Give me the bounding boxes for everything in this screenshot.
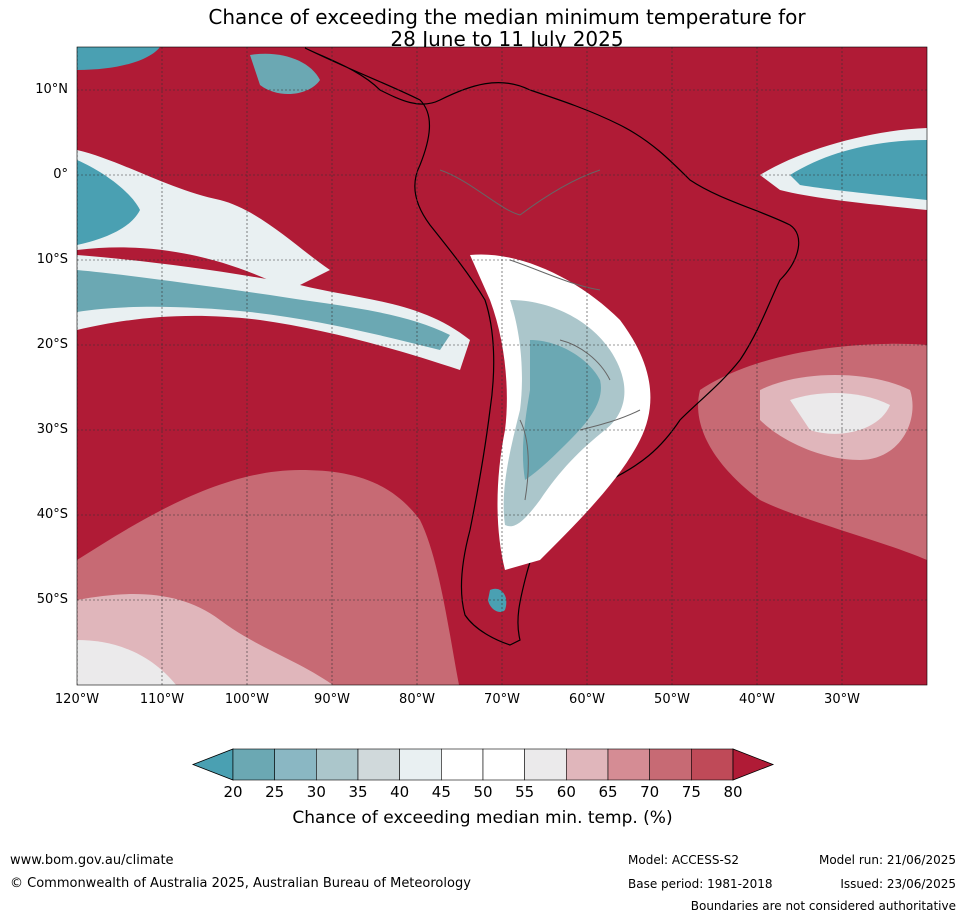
colorbar-segments: [191, 748, 775, 781]
lat-label: 50°S: [36, 591, 68, 607]
atlantic-teal-core: [790, 140, 927, 200]
boundaries-disclaimer: Boundaries are not considered authoritat…: [690, 899, 956, 913]
pacific-teal-north: [250, 53, 320, 95]
colorbar-tick-label: 65: [598, 783, 618, 801]
colorbar-tick-label: 35: [348, 783, 368, 801]
lat-label: 30°S: [36, 421, 68, 437]
colorbar-segment: [649, 748, 692, 781]
colorbar-tick-label: 75: [681, 783, 701, 801]
base-period: Base period: 1981-2018: [628, 877, 773, 891]
colorbar-label: Chance of exceeding median min. temp. (%…: [292, 808, 673, 828]
colorbar-segment: [524, 748, 567, 781]
continent-teal-core: [522, 340, 601, 480]
lat-label: 0°: [53, 166, 68, 182]
lon-label: 50°W: [654, 692, 690, 707]
lon-label: 90°W: [314, 692, 350, 707]
pacific-teal-west: [77, 160, 140, 245]
lon-label: 120°W: [54, 692, 100, 707]
lon-label: 100°W: [224, 692, 270, 707]
pacific-white-band-north: [77, 150, 330, 290]
colorbar-tick-label: 50: [473, 783, 493, 801]
lon-label: 80°W: [399, 692, 435, 707]
lat-label: 40°S: [36, 506, 68, 522]
model-run-date: Model run: 21/06/2025: [818, 853, 956, 867]
lon-label: 60°W: [569, 692, 605, 707]
colorbar-segment: [357, 748, 400, 781]
country-boundaries: [439, 169, 641, 501]
lon-label: 40°W: [739, 692, 775, 707]
lon-label: 30°W: [824, 692, 860, 707]
colorbar-tick-label: 55: [515, 783, 535, 801]
map-title-line1: Chance of exceeding the median minimum t…: [208, 5, 806, 29]
colorbar-tick-label: 60: [556, 783, 576, 801]
copyright-text: © Commonwealth of Australia 2025, Austra…: [10, 876, 471, 891]
colorbar-segment: [232, 748, 275, 781]
colorbar-tick-label: 30: [306, 783, 326, 801]
map-title-line2: 28 June to 11 July 2025: [390, 27, 624, 51]
colorbar-segment: [607, 748, 650, 781]
colorbar-segment: [691, 748, 734, 781]
patagonia-teal: [488, 588, 507, 612]
map-gridlines: [77, 47, 927, 685]
lat-label: 20°S: [36, 336, 68, 352]
colorbar-segment: [399, 748, 442, 781]
lat-label: 10°N: [35, 81, 68, 97]
lon-label: 110°W: [139, 692, 185, 707]
colorbar-tick-label: 20: [223, 783, 243, 801]
lat-label: 10°S: [36, 251, 68, 267]
probability-map: [76, 46, 928, 686]
colorbar-tick-label: 80: [723, 783, 743, 801]
colorbar-segment: [441, 748, 484, 781]
colorbar-tick-label: 40: [390, 783, 410, 801]
colorbar-tick-label: 25: [265, 783, 285, 801]
issued-date: Issued: 23/06/2025: [840, 877, 956, 891]
atlantic-white-zone: [790, 393, 890, 434]
pacific-teal-band: [77, 270, 450, 350]
colorbar-tick-label: 45: [431, 783, 451, 801]
colorbar-over-arrow: [732, 748, 775, 781]
colorbar-segment: [274, 748, 317, 781]
southern-ocean-white-zone: [77, 640, 176, 685]
map-field: [77, 47, 927, 685]
colorbar-segment: [482, 748, 525, 781]
pacific-teal-nw: [77, 47, 160, 70]
website-link[interactable]: www.bom.gov.au/climate: [10, 853, 174, 868]
colorbar-segment: [316, 748, 359, 781]
colorbar-segment: [566, 748, 609, 781]
colorbar-tick-label: 70: [640, 783, 660, 801]
lon-label: 70°W: [484, 692, 520, 707]
map-frame: [76, 46, 928, 686]
colorbar: [191, 748, 775, 781]
model-name: Model: ACCESS-S2: [628, 853, 740, 867]
colorbar-under-arrow: [191, 748, 234, 781]
